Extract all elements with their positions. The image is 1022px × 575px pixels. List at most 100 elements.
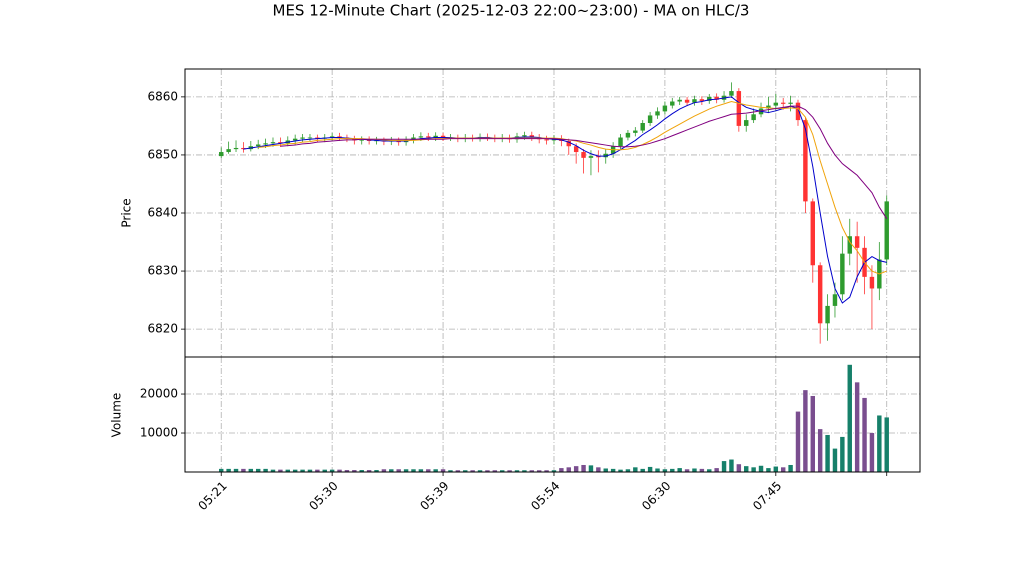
y-tick-label: 6850: [147, 147, 178, 161]
moving-average-line: [280, 105, 888, 220]
candle-body: [233, 147, 239, 150]
candle-body: [744, 120, 749, 126]
candle-body: [699, 99, 705, 101]
candle-body: [869, 276, 875, 289]
candle-body: [714, 96, 719, 100]
candle-body: [773, 102, 779, 106]
volume-bar: [544, 470, 549, 472]
volume-bar: [566, 467, 571, 472]
candle-body: [411, 137, 416, 140]
candle-body: [847, 236, 852, 254]
candle-body: [596, 156, 601, 158]
candle-body: [625, 132, 631, 138]
candle-body: [803, 120, 808, 202]
volume-bar: [440, 469, 446, 472]
volume-bar: [455, 470, 461, 472]
candle-body: [300, 137, 305, 139]
volume-bar: [219, 468, 224, 472]
volume-bar: [278, 469, 283, 472]
volume-bar: [810, 395, 815, 472]
candle-body: [766, 105, 771, 109]
candle-body: [884, 201, 889, 260]
volume-bar: [736, 464, 742, 472]
volume-bar: [337, 469, 342, 472]
candle-body: [603, 153, 608, 158]
volume-bar: [315, 469, 320, 472]
candle-body: [647, 115, 653, 123]
volume-bar: [803, 390, 808, 472]
volume-bar: [581, 464, 586, 472]
volume-bar: [788, 464, 793, 472]
volume-bar: [655, 468, 660, 472]
volume-bar: [248, 468, 254, 472]
candle-body: [315, 137, 320, 139]
volume-bar: [403, 469, 409, 472]
candle-body: [662, 105, 668, 112]
volume-bar: [329, 469, 335, 472]
volume-bar: [817, 429, 823, 472]
volume-bar: [233, 468, 239, 472]
candle-body: [670, 101, 675, 106]
candle-body: [655, 111, 660, 116]
volume-bar: [477, 470, 483, 472]
volume-bar: [263, 468, 268, 472]
volume-bar: [854, 382, 860, 472]
volume-bar: [625, 469, 631, 472]
candle-body: [433, 135, 438, 138]
candle-body: [522, 135, 527, 137]
candle-body: [440, 135, 446, 138]
candle-body: [573, 146, 579, 153]
volume-bar: [573, 466, 579, 472]
y-tick-label: 20000: [140, 387, 178, 401]
volume-bar: [877, 415, 882, 472]
volume-bar: [492, 470, 498, 472]
y-tick-label: 6860: [147, 89, 178, 103]
volume-bar: [381, 469, 387, 472]
volume-bar: [647, 466, 653, 472]
volume-bar: [721, 461, 727, 472]
volume-bar: [485, 470, 490, 472]
x-tick-label: 07:45: [750, 479, 784, 513]
volume-bar: [766, 468, 771, 472]
candle-body: [241, 147, 246, 150]
volume-bar: [588, 465, 594, 472]
volume-bar: [847, 364, 852, 472]
y-tick-label: 10000: [140, 426, 178, 440]
candle-body: [292, 138, 298, 141]
candle-body: [329, 136, 335, 138]
volume-bar: [714, 468, 719, 472]
volume-bar: [426, 469, 431, 472]
volume-bar: [869, 433, 875, 472]
volume-bar: [610, 468, 616, 472]
volume-bar: [292, 469, 298, 472]
candle-body: [810, 201, 815, 266]
volume-bar: [832, 448, 838, 472]
candle-body: [832, 294, 838, 306]
x-tick-label: 06:30: [639, 479, 673, 513]
volume-bar: [418, 469, 424, 472]
candle-body: [854, 236, 860, 248]
chart-title: MES 12-Minute Chart (2025-12-03 22:00~23…: [273, 2, 750, 20]
volume-bar: [699, 468, 705, 472]
volume-bar: [396, 469, 401, 472]
volume-bar: [662, 469, 668, 472]
plot-layer: 6820 6830 6840 6850 6860 10000 20000 05:21 05:30…: [140, 69, 920, 513]
candle-body: [566, 141, 571, 147]
candle-body: [729, 91, 734, 96]
volume-bar: [226, 468, 231, 472]
volume-frame: [184, 356, 921, 473]
candle-body: [255, 144, 261, 147]
candle-body: [692, 99, 697, 103]
volume-bar: [307, 469, 313, 472]
x-tick-label: 05:30: [306, 479, 340, 513]
volume-bar: [463, 470, 468, 472]
volume-bar: [559, 468, 564, 472]
candle-body: [677, 99, 682, 102]
candle-body: [707, 96, 712, 101]
moving-average-line: [258, 101, 887, 275]
volume-bar: [677, 468, 682, 472]
y-tick-label: 6830: [147, 264, 178, 278]
volume-bar: [603, 468, 608, 472]
volume-bar: [514, 470, 520, 472]
volume-bar: [751, 467, 756, 472]
